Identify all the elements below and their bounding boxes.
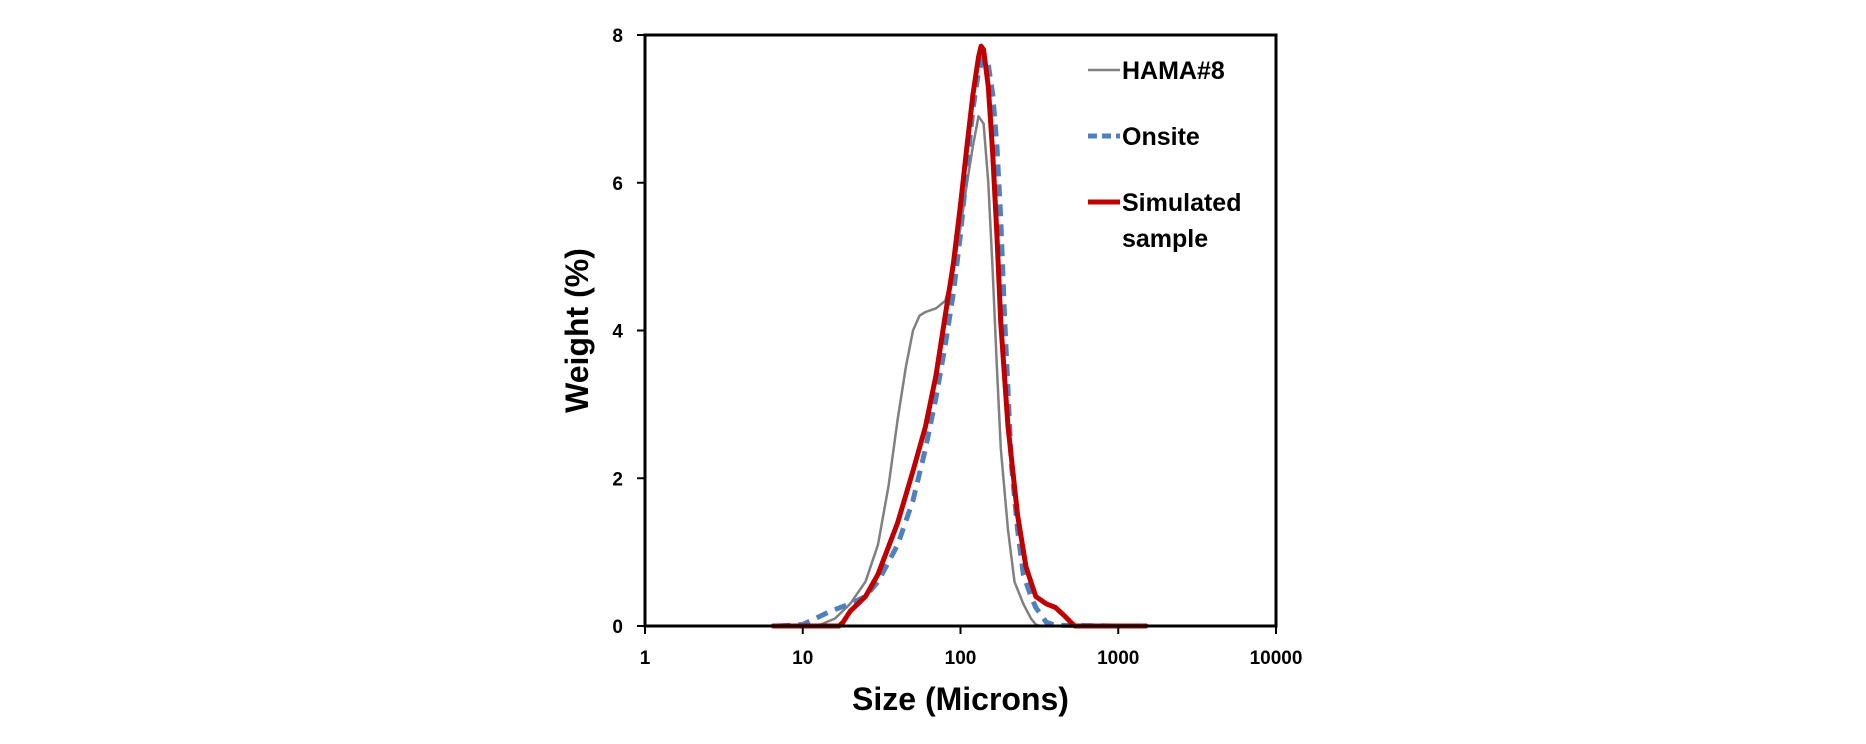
y-tick-label: 6 — [612, 174, 623, 195]
x-axis-title: Size (Microns) — [852, 681, 1069, 717]
y-tick-label: 8 — [612, 26, 623, 47]
x-axis: 1 10 100 1000 10000 — [640, 626, 1303, 669]
x-tick-label: 1 — [640, 648, 651, 669]
x-tick-label: 1000 — [1097, 648, 1139, 669]
legend-label: Simulated sample — [1122, 189, 1241, 253]
y-axis: 0 2 4 6 8 — [612, 26, 645, 638]
series-line-onsite — [778, 54, 1146, 629]
legend-label: Onsite — [1122, 123, 1200, 151]
legend-label: HAMA#8 — [1122, 57, 1225, 85]
series-layer — [770, 43, 1149, 629]
series-line-simulated-sample — [770, 43, 1149, 629]
series-line-hama-8 — [771, 115, 1085, 628]
y-tick-label: 4 — [612, 322, 623, 343]
x-tick-label: 10 — [792, 648, 813, 669]
x-tick-label: 100 — [945, 648, 977, 669]
y-tick-label: 0 — [612, 617, 623, 638]
x-tick-label: 10000 — [1250, 648, 1303, 669]
y-tick-label: 2 — [612, 469, 623, 490]
y-axis-title: Weight (%) — [559, 248, 595, 413]
legend: HAMA#8 Onsite Simulated sample — [1088, 57, 1241, 253]
